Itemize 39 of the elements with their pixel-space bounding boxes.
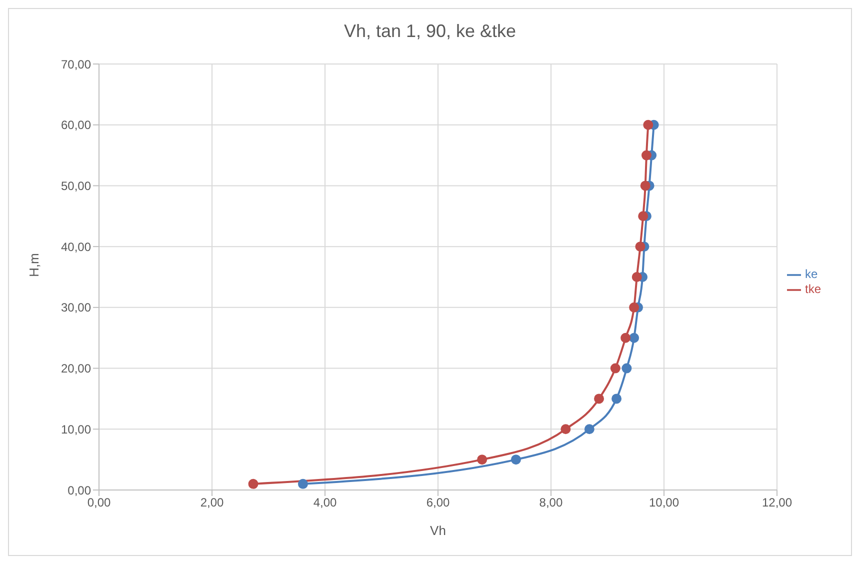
y-tick-label: 10,00 [60, 422, 92, 436]
chart-title: Vh, tan 1, 90, ke &tke [342, 21, 518, 42]
point [248, 478, 258, 489]
y-tick-label: 40,00 [60, 240, 92, 254]
legend-label: ke [804, 267, 818, 282]
point [594, 394, 604, 404]
y-tick-label: 0,00 [68, 483, 92, 498]
point [635, 242, 646, 252]
y-tick-label: 60,00 [60, 118, 92, 132]
point [643, 120, 654, 130]
x-tick-label: 0,00 [87, 496, 111, 510]
point [622, 363, 632, 374]
point [610, 363, 620, 374]
point [298, 478, 308, 489]
point [629, 332, 640, 343]
point [640, 180, 650, 191]
point [584, 424, 594, 434]
x-tick-label: 8,00 [539, 496, 563, 510]
x-tick-label: 2,00 [200, 496, 224, 510]
y-tick-label: 70,00 [60, 57, 92, 72]
point [632, 272, 642, 282]
point [638, 211, 648, 222]
point [629, 302, 640, 312]
x-tick-label: 12,00 [762, 496, 792, 510]
y-tick-label: 20,00 [60, 362, 92, 376]
y-tick-label: 30,00 [60, 300, 92, 315]
x-axis-title: Vh [430, 523, 446, 538]
x-tick-label: 4,00 [313, 496, 337, 510]
x-tick-label: 6,00 [426, 496, 450, 510]
point [477, 454, 488, 465]
point [641, 150, 652, 160]
point [612, 394, 622, 404]
y-tick-label: 50,00 [60, 178, 92, 193]
point [560, 424, 571, 434]
point [510, 454, 521, 465]
legend-label: tke [804, 282, 821, 296]
point [620, 332, 631, 343]
y-axis-title: H,m [26, 253, 42, 277]
x-tick-label: 10,00 [648, 496, 680, 510]
